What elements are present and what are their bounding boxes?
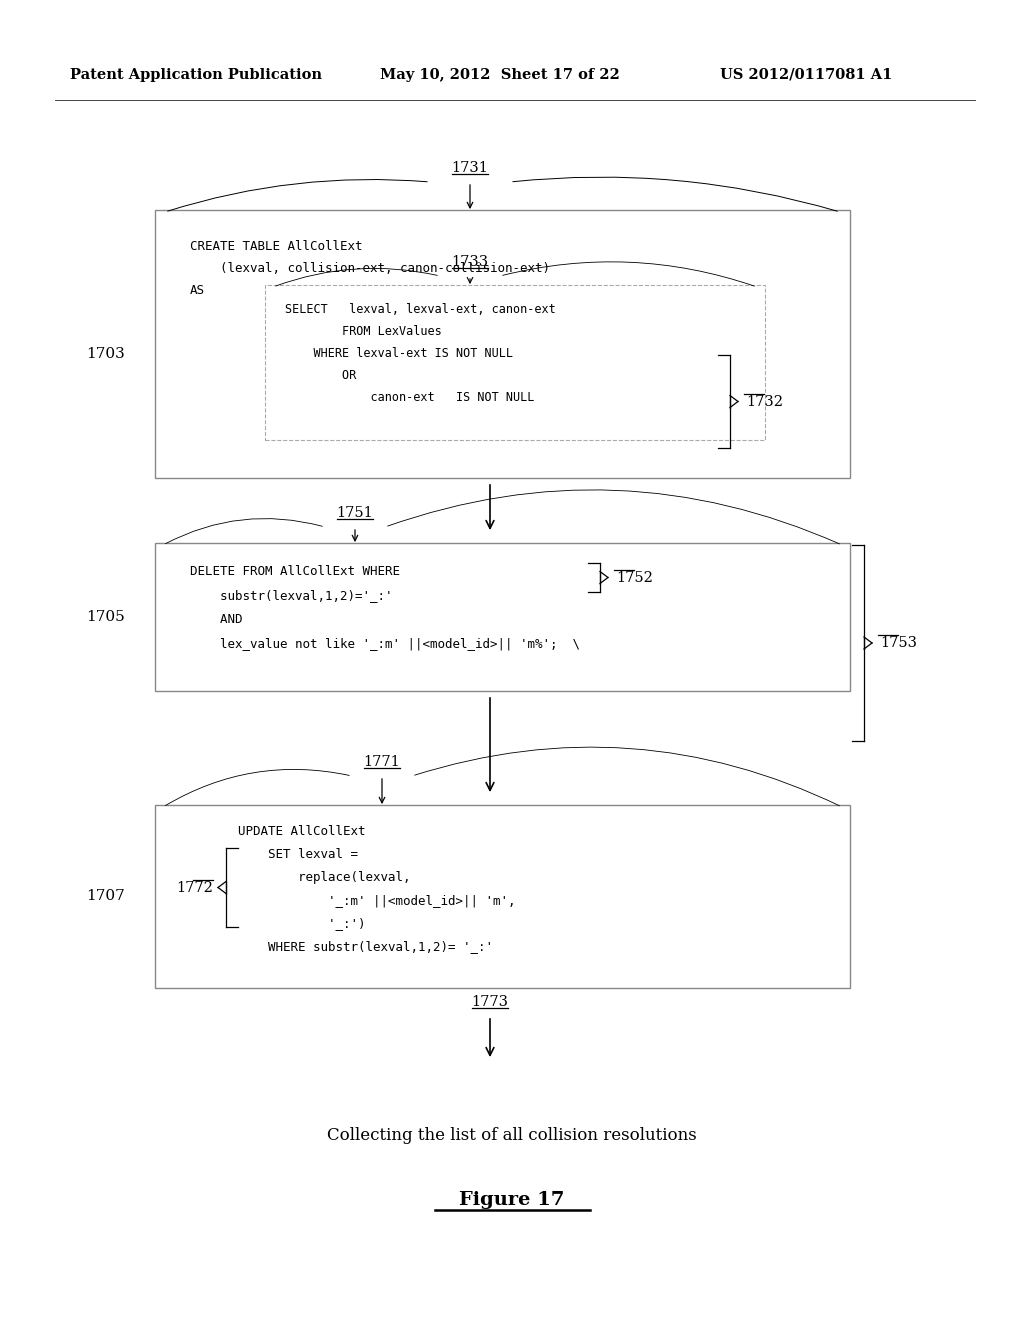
Text: 1703: 1703 bbox=[86, 347, 124, 360]
Text: replace(lexval,: replace(lexval, bbox=[238, 871, 411, 884]
Text: WHERE substr(lexval,1,2)= '_:': WHERE substr(lexval,1,2)= '_:' bbox=[238, 940, 493, 953]
Text: SELECT   lexval, lexval-ext, canon-ext: SELECT lexval, lexval-ext, canon-ext bbox=[285, 304, 556, 315]
Bar bbox=[265, 285, 765, 440]
Text: 1705: 1705 bbox=[86, 610, 124, 624]
Text: (lexval, collision-ext, canon-collision-ext): (lexval, collision-ext, canon-collision-… bbox=[190, 261, 550, 275]
Text: 1731: 1731 bbox=[452, 161, 488, 176]
Text: UPDATE AllCollExt: UPDATE AllCollExt bbox=[238, 825, 366, 838]
Text: 1707: 1707 bbox=[86, 888, 124, 903]
Text: FROM LexValues: FROM LexValues bbox=[285, 325, 441, 338]
Bar bbox=[155, 805, 850, 987]
Text: WHERE lexval-ext IS NOT NULL: WHERE lexval-ext IS NOT NULL bbox=[285, 347, 513, 360]
Text: OR: OR bbox=[285, 370, 356, 381]
Text: Patent Application Publication: Patent Application Publication bbox=[70, 69, 322, 82]
Text: lex_value not like '_:m' ||<model_id>|| 'm%';  \: lex_value not like '_:m' ||<model_id>|| … bbox=[190, 638, 580, 649]
Text: substr(lexval,1,2)='_:': substr(lexval,1,2)='_:' bbox=[190, 589, 392, 602]
Text: 1773: 1773 bbox=[471, 995, 509, 1008]
Text: 1772: 1772 bbox=[176, 880, 213, 895]
Text: 1752: 1752 bbox=[616, 570, 653, 585]
Text: 1753: 1753 bbox=[880, 636, 918, 649]
Text: May 10, 2012  Sheet 17 of 22: May 10, 2012 Sheet 17 of 22 bbox=[380, 69, 620, 82]
Text: canon-ext   IS NOT NULL: canon-ext IS NOT NULL bbox=[285, 391, 535, 404]
Text: 1732: 1732 bbox=[746, 395, 783, 408]
Text: 1733: 1733 bbox=[452, 255, 488, 269]
Bar bbox=[155, 543, 850, 690]
Text: '_:m' ||<model_id>|| 'm',: '_:m' ||<model_id>|| 'm', bbox=[238, 894, 515, 907]
Text: Collecting the list of all collision resolutions: Collecting the list of all collision res… bbox=[327, 1126, 697, 1143]
Text: 1771: 1771 bbox=[364, 755, 400, 770]
Text: Figure 17: Figure 17 bbox=[460, 1191, 564, 1209]
Text: DELETE FROM AllCollExt WHERE: DELETE FROM AllCollExt WHERE bbox=[190, 565, 400, 578]
Bar bbox=[155, 210, 850, 478]
Text: '_:'): '_:') bbox=[238, 917, 366, 931]
Text: SET lexval =: SET lexval = bbox=[238, 847, 358, 861]
Text: 1751: 1751 bbox=[337, 506, 374, 520]
Text: CREATE TABLE AllCollExt: CREATE TABLE AllCollExt bbox=[190, 240, 362, 253]
Text: US 2012/0117081 A1: US 2012/0117081 A1 bbox=[720, 69, 892, 82]
Text: AND: AND bbox=[190, 612, 243, 626]
Text: AS: AS bbox=[190, 284, 205, 297]
